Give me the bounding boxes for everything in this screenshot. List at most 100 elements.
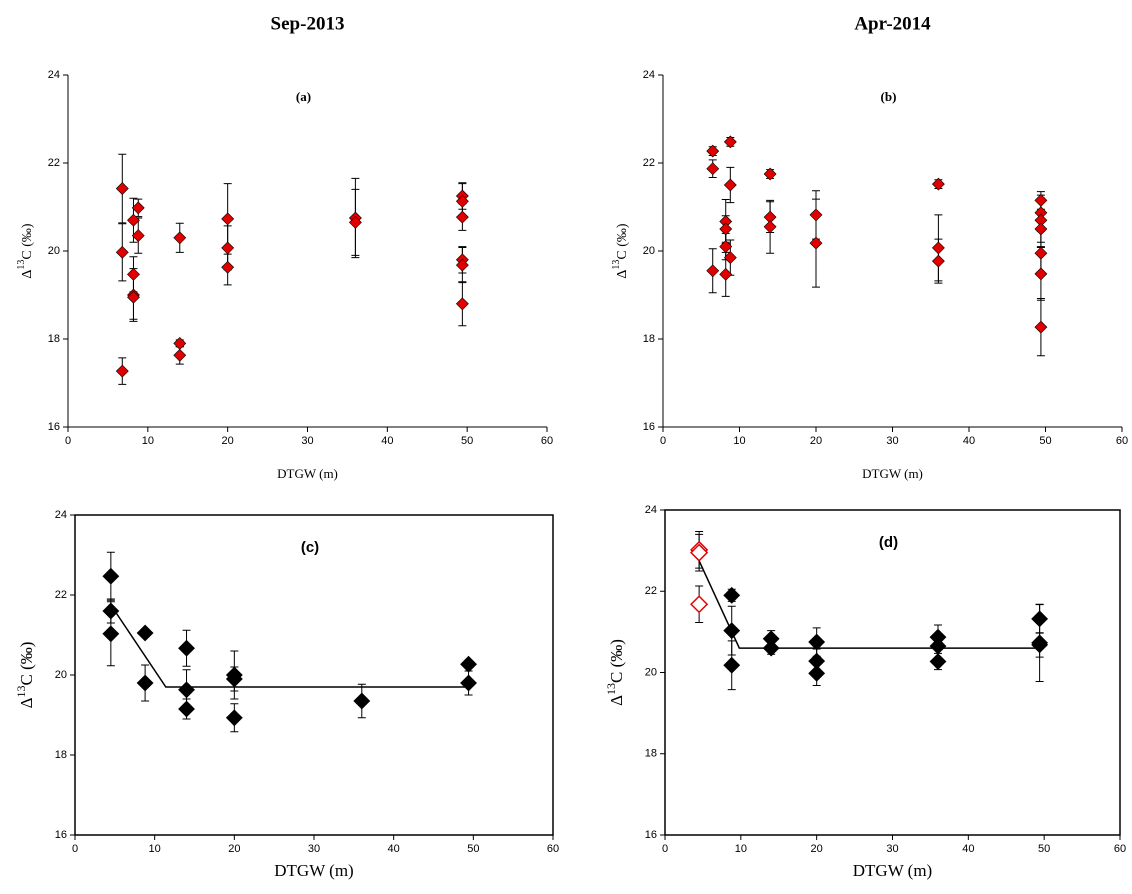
data-point <box>225 709 243 727</box>
data-point <box>763 167 777 181</box>
x-tick-label: 20 <box>228 843 240 855</box>
data-point <box>719 267 733 281</box>
data-point <box>455 258 469 272</box>
data-point <box>173 348 187 362</box>
y-label-symbol: Δ <box>20 270 35 279</box>
x-tick-label: 40 <box>381 435 393 447</box>
data-point <box>929 637 947 655</box>
data-point <box>931 241 945 255</box>
y-tick-label: 18 <box>48 333 60 345</box>
y-label-superscript: 13 <box>611 260 622 270</box>
plot-frame <box>74 514 554 836</box>
data-point <box>809 208 823 222</box>
data-point <box>706 162 720 176</box>
data-point <box>809 236 823 250</box>
x-axis-label: DTGW (m) <box>862 466 923 481</box>
data-point <box>173 231 187 245</box>
data-point <box>102 625 120 643</box>
x-tick-label: 60 <box>541 435 553 447</box>
y-label-unit: C (‰) <box>17 642 36 686</box>
x-axis-label: DTGW (m) <box>274 861 353 880</box>
data-point <box>1031 636 1049 654</box>
y-tick-label: 22 <box>55 589 67 601</box>
data-point <box>131 229 145 243</box>
x-tick-label: 60 <box>1116 435 1128 447</box>
x-tick-label: 10 <box>733 435 745 447</box>
x-tick-label: 10 <box>142 435 154 447</box>
x-axis-label: DTGW (m) <box>277 466 338 481</box>
data-point <box>136 624 154 642</box>
x-tick-label: 40 <box>963 435 975 447</box>
data-point <box>455 297 469 311</box>
x-tick-label: 50 <box>467 843 479 855</box>
y-tick-label: 20 <box>645 666 657 678</box>
y-label-superscript: 13 <box>14 685 28 697</box>
data-point <box>115 182 129 195</box>
data-point <box>178 681 195 699</box>
y-axis-label: Δ13C (‰) <box>604 639 626 706</box>
data-point <box>931 177 945 191</box>
data-point <box>1034 246 1048 260</box>
data-point <box>929 653 947 670</box>
data-point <box>719 240 733 254</box>
fit-line <box>110 604 469 688</box>
y-tick-label: 22 <box>645 585 657 597</box>
y-label-symbol: Δ <box>607 695 626 706</box>
data-point <box>1034 267 1048 281</box>
x-tick-label: 40 <box>388 843 400 855</box>
fit-line <box>698 560 1040 649</box>
y-label-superscript: 13 <box>604 683 618 695</box>
panel-label: (d) <box>879 534 898 551</box>
data-point <box>178 700 195 718</box>
panel-title: Sep-2013 <box>271 13 345 34</box>
y-axis-label: Δ13C (‰) <box>16 223 35 279</box>
x-tick-label: 0 <box>662 843 668 855</box>
y-label-unit: C (‰) <box>615 223 630 260</box>
y-axis-label: Δ13C (‰) <box>611 223 630 279</box>
data-point <box>127 267 140 281</box>
y-tick-label: 16 <box>48 421 60 433</box>
data-point <box>723 135 737 149</box>
y-tick-label: 24 <box>643 69 655 81</box>
x-tick-label: 50 <box>1039 435 1051 447</box>
data-point <box>723 656 741 674</box>
data-point <box>690 595 709 614</box>
x-tick-label: 40 <box>962 843 974 855</box>
x-tick-label: 10 <box>149 843 161 855</box>
data-point <box>102 567 120 585</box>
x-tick-label: 30 <box>886 435 898 447</box>
data-point <box>173 336 187 350</box>
x-tick-label: 0 <box>65 435 71 447</box>
data-point <box>1034 320 1048 334</box>
y-tick-label: 16 <box>643 421 655 433</box>
data-point <box>460 655 477 673</box>
x-tick-label: 30 <box>301 435 313 447</box>
data-point <box>127 213 140 227</box>
y-tick-label: 24 <box>55 509 67 521</box>
panel-label: (c) <box>301 539 319 556</box>
data-point <box>348 215 362 229</box>
data-point <box>136 674 154 692</box>
data-point <box>102 602 120 620</box>
data-point <box>690 543 709 562</box>
y-tick-label: 16 <box>645 829 657 841</box>
x-tick-label: 0 <box>660 435 666 447</box>
y-label-unit: C (‰) <box>20 223 35 260</box>
x-tick-label: 60 <box>547 843 559 855</box>
y-tick-label: 22 <box>643 157 655 169</box>
data-point <box>706 264 720 278</box>
data-point <box>455 210 469 224</box>
data-point <box>460 674 477 692</box>
data-point <box>115 364 129 378</box>
data-point <box>723 251 737 265</box>
data-point <box>808 633 826 651</box>
x-tick-label: 20 <box>222 435 234 447</box>
y-tick-label: 18 <box>645 748 657 760</box>
data-point <box>931 254 945 268</box>
data-point <box>455 194 469 208</box>
data-point <box>115 245 129 259</box>
data-point <box>706 144 720 158</box>
data-point <box>221 241 235 255</box>
